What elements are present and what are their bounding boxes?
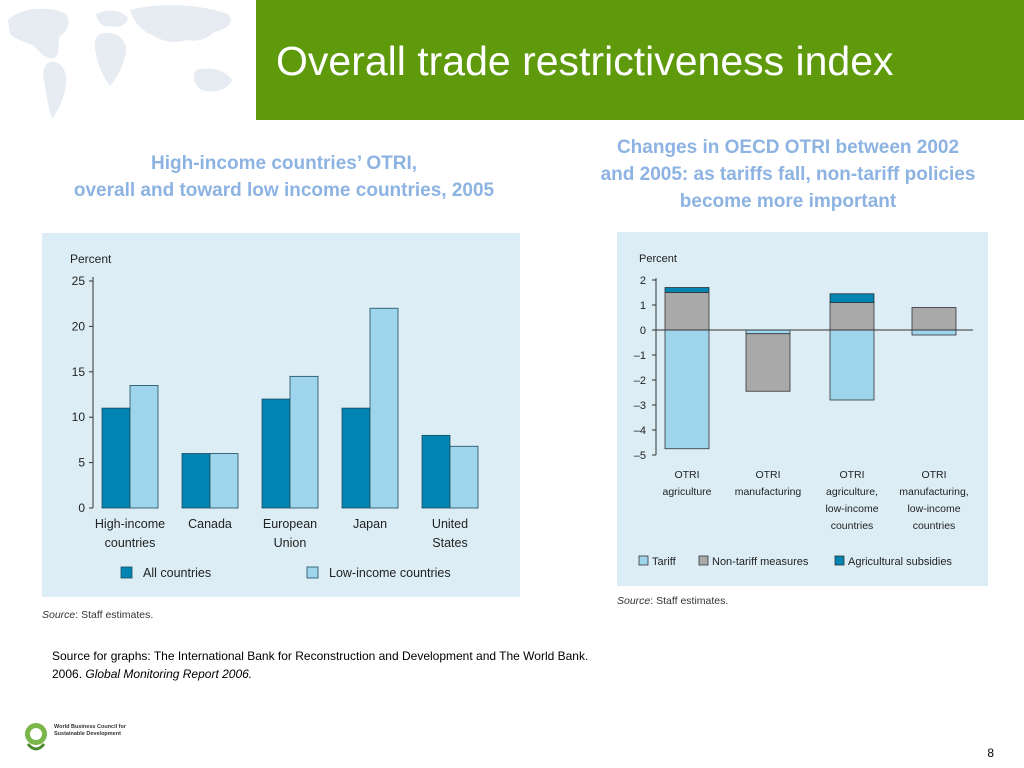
x-tick-label: OTRI [674,469,699,481]
y-tick-label: 0 [640,325,646,337]
legend-swatch [638,555,649,566]
legend-label: Non-tariff measures [712,556,809,568]
legend-label: Agricultural subsidies [848,556,952,568]
wbcsd-logo: World Business Council for Sustainable D… [22,718,142,754]
bar-agricultural-subsidies [664,287,710,293]
y-tick-label: –4 [634,425,646,437]
y-tick-label: 20 [72,319,86,333]
bar-low-income-countries [129,385,159,509]
x-tick-label: low-income [907,503,960,515]
x-tick-label: United [432,517,468,531]
bar-non-tariff-measures [664,292,710,331]
x-tick-label: countries [831,520,874,532]
y-tick-label: 25 [72,274,86,288]
x-tick-label: Union [274,536,307,550]
legend-label: Tariff [652,556,677,568]
y-tick-label: 10 [72,410,86,424]
y-tick-label: –2 [634,375,646,387]
x-tick-label: Japan [353,517,387,531]
bar-all-countries [341,407,371,509]
legend-label: Low-income countries [329,566,451,580]
left-chart-heading-line1: High-income countries’ OTRI, [150,153,418,174]
bar-low-income-countries [289,375,319,509]
bar-all-countries [101,407,131,509]
y-axis-label: Percent [70,252,112,266]
left-chart-heading-line2: overall and toward low income countries,… [73,180,495,201]
bar-tariff [829,329,875,401]
logo-text: World Business Council for Sustainable D… [54,724,127,737]
bar-non-tariff-measures [829,302,875,331]
right-chart-panel: Percent 2 1 0 –1 –2 –3 –4 –5 OTRI agriculture OTRI m… [617,232,988,586]
y-tick-label: –5 [634,450,646,462]
x-tick-label: countries [913,520,956,532]
title-bar: Overall trade restrictiveness index [256,0,1024,120]
x-tick-label: OTRI [839,469,864,481]
bar-all-countries [181,453,211,509]
world-map-icon [8,5,232,118]
legend-swatch [834,555,845,566]
x-tick-label: States [432,536,467,550]
footer-source-line1: Source for graphs: The International Ban… [52,649,589,663]
x-tick-label: OTRI [755,469,780,481]
bar-low-income-countries [449,445,479,509]
bar-tariff [911,329,957,336]
footer-source-line2: 2006. Global Monitoring Report 2006. [52,667,253,681]
x-tick-label: European [263,517,317,531]
right-chart-heading-line2: and 2005: as tariffs fall, non-tariff po… [600,164,976,185]
wbcsd-logo-icon [25,723,47,751]
right-stacked-bar-chart: Percent 2 1 0 –1 –2 –3 –4 –5 OTRI agriculture OTRI m… [634,253,973,568]
right-chart-source: Source: Staff estimates. [617,595,729,607]
right-chart-heading-line1: Changes in OECD OTRI between 2002 [616,137,960,158]
right-chart-heading-line3: become more important [679,191,897,212]
bar-all-countries [421,434,451,509]
x-tick-label: OTRI [921,469,946,481]
bar-non-tariff-measures [911,307,957,331]
y-tick-label: –3 [634,400,646,412]
left-chart-source: Source: Staff estimates. [42,609,154,621]
y-tick-label: 0 [78,501,85,515]
x-tick-label: countries [105,536,156,550]
bar-tariff [745,329,791,335]
y-axis-label: Percent [639,253,677,265]
left-bar-chart: Percent 0 5 10 15 20 25 High-income countries Can… [70,252,479,580]
y-tick-label: 2 [640,275,646,287]
legend-swatch [306,566,319,579]
x-tick-label: High-income [95,517,165,531]
slide-title: Overall trade restrictiveness index [276,38,894,84]
legend-swatch [698,555,709,566]
right-chart-heading: Changes in OECD OTRI between 2002 and 20… [560,134,1016,215]
world-map-graphic [0,0,256,120]
x-tick-label: agriculture, [826,486,878,498]
bar-all-countries [261,398,291,509]
y-tick-label: –1 [634,350,646,362]
x-tick-label: low-income [825,503,878,515]
y-tick-label: 1 [640,300,646,312]
legend-swatch [120,566,133,579]
left-chart-panel: Percent 0 5 10 15 20 25 High-income countries Can… [42,233,520,597]
left-chart-heading: High-income countries’ OTRI, overall and… [26,150,542,204]
x-tick-label: manufacturing, [899,486,968,498]
x-tick-label: manufacturing [735,486,802,498]
bar-tariff [664,329,710,450]
y-tick-label: 5 [78,456,85,470]
bar-low-income-countries [209,453,239,509]
bar-non-tariff-measures [745,333,791,392]
footer-source: Source for graphs: The International Ban… [52,647,588,683]
page-number: 8 [987,746,994,760]
y-tick-label: 15 [72,365,86,379]
x-tick-label: agriculture [662,486,711,498]
x-tick-label: Canada [188,517,232,531]
bar-low-income-countries [369,307,399,509]
bar-agricultural-subsidies [829,293,875,303]
legend-label: All countries [143,566,211,580]
